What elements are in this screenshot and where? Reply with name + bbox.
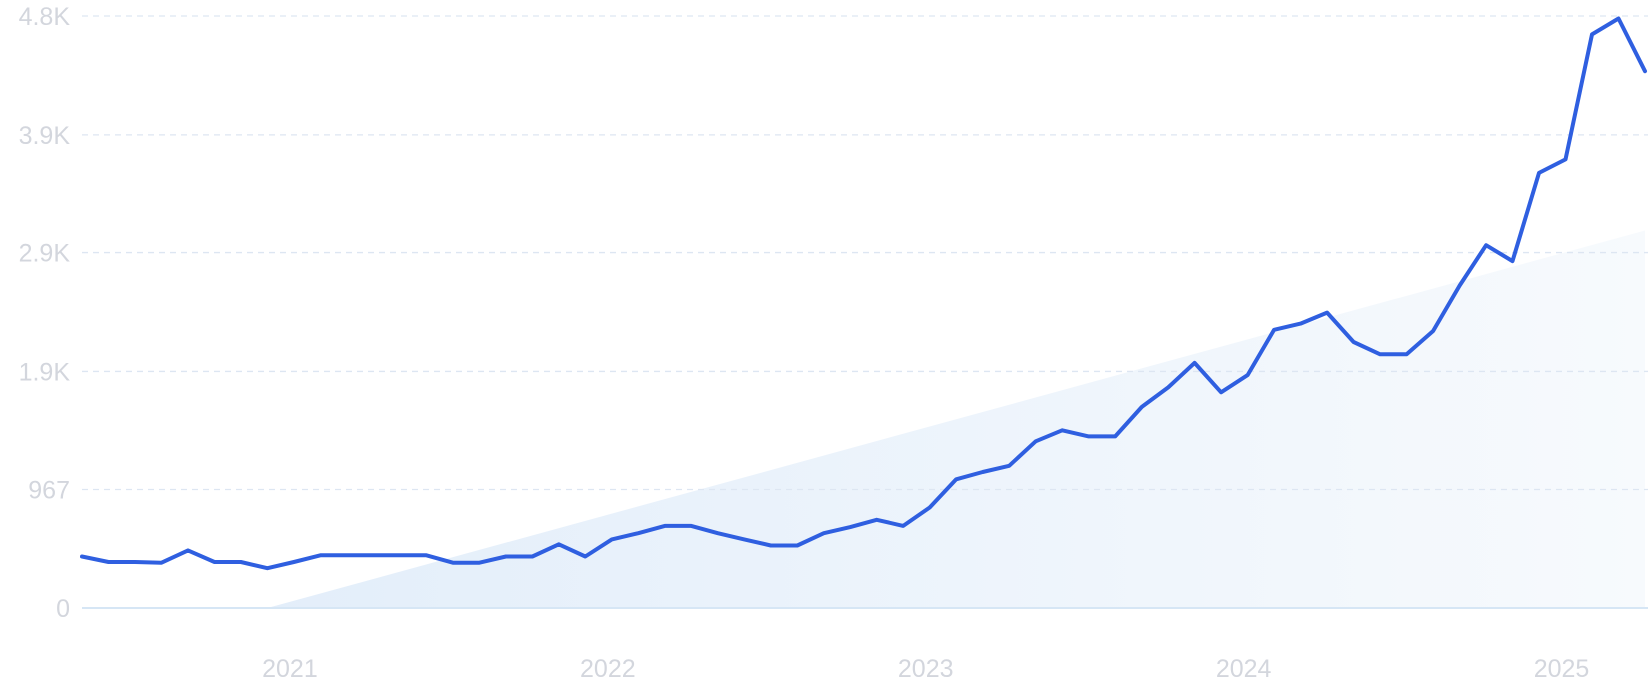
data-point [398, 553, 402, 557]
data-point [1352, 340, 1356, 344]
data-point [1219, 390, 1223, 394]
data-point [1034, 439, 1038, 443]
data-point [1007, 464, 1011, 468]
data-point [292, 560, 296, 564]
data-point [318, 553, 322, 557]
y-tick-label: 4.8K [19, 3, 71, 31]
data-point [186, 548, 190, 552]
data-point [530, 555, 534, 559]
data-point [1537, 171, 1541, 175]
data-point [1431, 329, 1435, 333]
x-tick-label: 2023 [898, 655, 954, 683]
data-point [1166, 385, 1170, 389]
y-tick-label: 1.9K [19, 358, 71, 386]
data-point [451, 561, 455, 565]
data-point [981, 470, 985, 474]
data-point [239, 560, 243, 564]
data-point [1378, 352, 1382, 356]
data-point [742, 537, 746, 541]
y-tick-label: 2.9K [19, 240, 71, 268]
data-point [1458, 284, 1462, 288]
y-tick-label: 0 [56, 595, 70, 623]
data-point [1060, 428, 1064, 432]
data-point [1325, 311, 1329, 315]
x-tick-label: 2025 [1534, 655, 1590, 683]
data-point [1193, 361, 1197, 365]
data-point [822, 531, 826, 535]
data-point [636, 531, 640, 535]
data-point [133, 560, 137, 564]
data-point [610, 537, 614, 541]
data-point [107, 560, 111, 564]
data-point [557, 542, 561, 546]
data-point [1246, 373, 1250, 377]
data-point [160, 561, 164, 565]
data-point [80, 555, 84, 559]
data-point [1113, 434, 1117, 438]
x-tick-label: 2024 [1216, 655, 1272, 683]
data-point [875, 518, 879, 522]
data-point [1484, 243, 1488, 247]
data-point [1299, 322, 1303, 326]
data-point [265, 566, 269, 570]
data-point [1087, 434, 1091, 438]
series-line [80, 16, 1647, 571]
data-point [1617, 17, 1621, 21]
data-point [795, 544, 799, 548]
data-point [716, 531, 720, 535]
data-point [504, 555, 508, 559]
data-point [928, 506, 932, 510]
data-point [954, 477, 958, 481]
data-point [689, 524, 693, 528]
data-point [1272, 328, 1276, 332]
data-point [1140, 405, 1144, 409]
data-point [213, 560, 217, 564]
y-tick-label: 967 [28, 476, 70, 504]
trend-area [267, 230, 1645, 609]
data-point [901, 524, 905, 528]
x-tick-label: 2022 [580, 655, 636, 683]
data-point [345, 553, 349, 557]
data-point [477, 561, 481, 565]
data-point [371, 553, 375, 557]
data-point [663, 524, 667, 528]
data-point [583, 555, 587, 559]
data-point [1590, 32, 1594, 36]
data-point [424, 553, 428, 557]
data-point [769, 544, 773, 548]
data-point [848, 525, 852, 529]
data-point [1511, 259, 1515, 263]
data-point [1405, 352, 1409, 356]
y-tick-label: 3.9K [19, 122, 71, 150]
data-point [1643, 69, 1647, 73]
x-tick-label: 2021 [262, 655, 318, 683]
data-point [1564, 157, 1568, 161]
